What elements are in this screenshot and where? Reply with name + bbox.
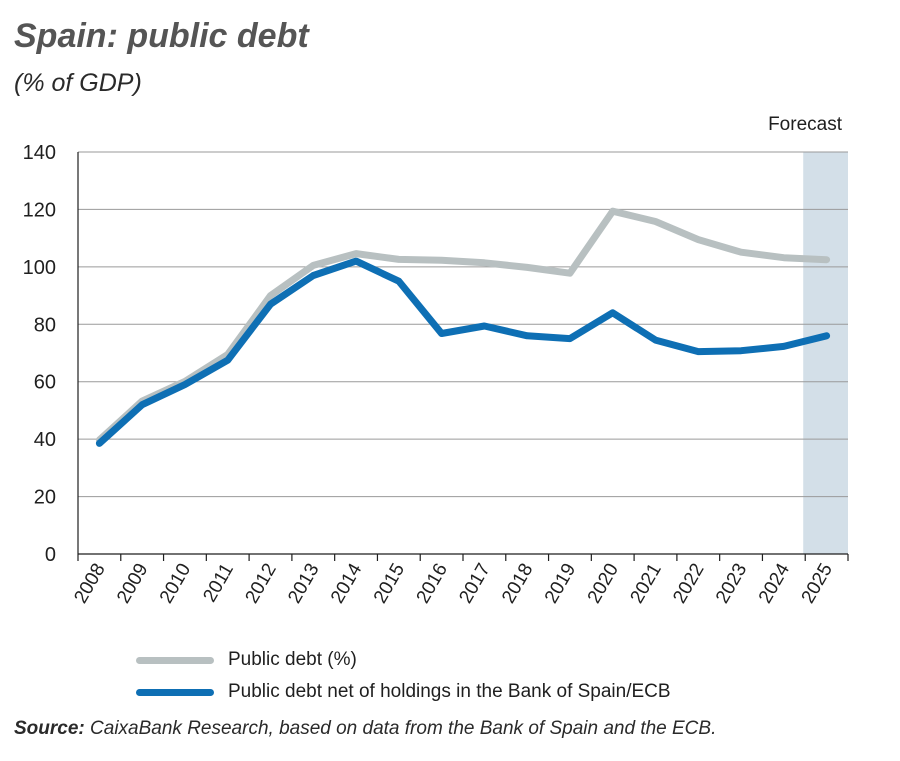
x-tick-label: 2023	[712, 560, 751, 607]
x-tick-label: 2025	[798, 560, 837, 607]
x-tick-label: 2012	[242, 560, 281, 607]
x-tick-label: 2021	[627, 560, 666, 607]
y-tick-label: 40	[34, 429, 56, 451]
legend-swatch-public-debt	[136, 656, 214, 664]
chart-title: Spain: public debt	[14, 17, 309, 55]
legend-swatch-net-debt	[136, 688, 214, 696]
x-tick-label: 2016	[413, 560, 452, 607]
x-tick-label: 2019	[541, 560, 580, 607]
x-tick-label: 2020	[584, 560, 623, 607]
x-tick-label: 2018	[498, 560, 537, 607]
y-tick-label: 20	[34, 487, 56, 509]
forecast-label: Forecast	[768, 114, 843, 135]
x-tick-label: 2008	[70, 560, 109, 607]
source-note: Source: CaixaBank Research, based on dat…	[14, 718, 716, 740]
x-tick-label: 2013	[284, 560, 323, 607]
x-tick-label: 2011	[199, 560, 238, 606]
legend-label-public-debt: Public debt (%)	[228, 649, 357, 670]
y-tick-label: 0	[45, 544, 56, 566]
y-tick-label: 60	[34, 372, 56, 394]
x-tick-label: 2017	[455, 560, 494, 607]
y-tick-label: 120	[23, 199, 56, 221]
source-text: CaixaBank Research, based on data from t…	[84, 718, 717, 739]
y-tick-label: 80	[34, 314, 56, 336]
source-label: Source:	[14, 718, 85, 739]
chart-subtitle: (% of GDP)	[14, 69, 142, 97]
legend-item-public-debt: Public debt (%)	[136, 644, 671, 676]
x-tick-label: 2024	[755, 560, 795, 607]
x-tick-label: 2014	[327, 560, 367, 607]
forecast-region: Forecast	[768, 114, 848, 554]
x-tick-label: 2010	[156, 560, 195, 607]
grid-lines	[78, 151, 848, 498]
legend-item-net-debt: Public debt net of holdings in the Bank …	[136, 676, 671, 708]
series-line-public-debt	[95, 207, 831, 444]
y-tick-label: 140	[23, 142, 56, 164]
forecast-band	[803, 152, 848, 554]
axes	[77, 152, 849, 561]
y-tick-label: 100	[23, 257, 56, 279]
legend: Public debt (%) Public debt net of holdi…	[136, 644, 671, 708]
x-tick-label: 2009	[113, 560, 152, 607]
legend-label-net-debt: Public debt net of holdings in the Bank …	[228, 681, 671, 702]
x-tick-label: 2022	[669, 560, 708, 607]
x-tick-label: 2015	[370, 560, 409, 607]
series-line-net-debt	[95, 257, 831, 447]
series-lines	[95, 207, 831, 447]
